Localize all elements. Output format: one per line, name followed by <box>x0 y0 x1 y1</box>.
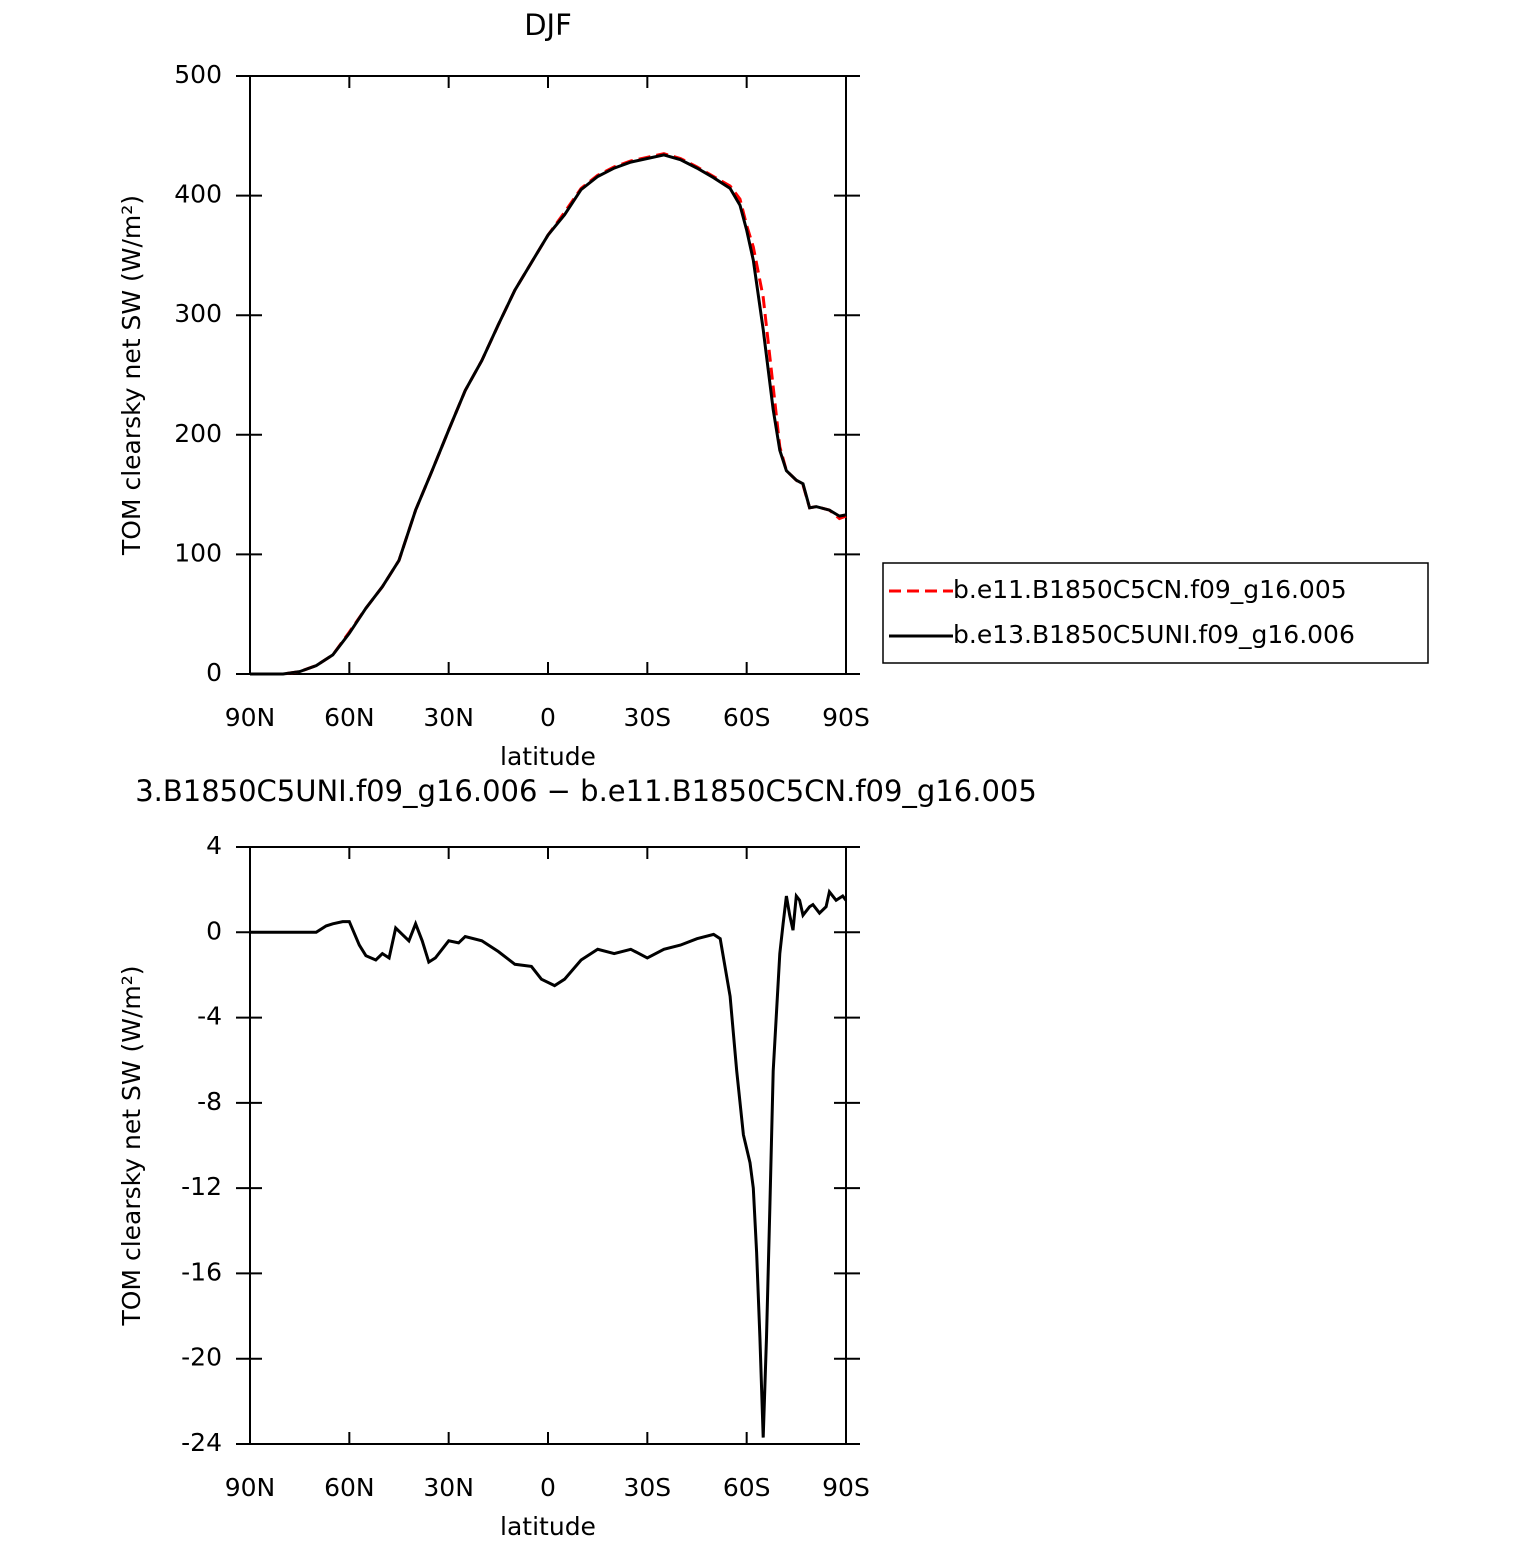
x-tick-label: 0 <box>540 703 556 732</box>
x-axis-label: latitude <box>500 742 596 771</box>
x-tick-label: 0 <box>540 1473 556 1502</box>
chart-title: 3.B1850C5UNI.f09_g16.006 − b.e11.B1850C5… <box>135 774 1037 808</box>
y-axis-label: TOM clearsky net SW (W/m²) <box>117 195 146 556</box>
x-tick-label: 30N <box>423 1473 474 1502</box>
y-axis-label: TOM clearsky net SW (W/m²) <box>117 965 146 1326</box>
data-line <box>250 153 847 676</box>
legend-box <box>882 562 1429 664</box>
x-tick-label: 90S <box>822 703 870 732</box>
x-tick-label: 30S <box>623 703 671 732</box>
y-tick-label: 4 <box>206 831 222 860</box>
x-tick-label: 90S <box>822 1473 870 1502</box>
data-line <box>250 888 848 1438</box>
y-tick-label: -16 <box>181 1257 222 1286</box>
x-tick-label: 30S <box>623 1473 671 1502</box>
y-tick-label: 0 <box>206 916 222 945</box>
x-tick-label: 90N <box>225 703 276 732</box>
y-tick-label: 400 <box>174 180 222 209</box>
y-tick-label: 300 <box>174 299 222 328</box>
y-tick-label: -4 <box>197 1002 222 1031</box>
x-axis-label: latitude <box>500 1512 596 1541</box>
x-tick-label: 60N <box>324 1473 375 1502</box>
y-tick-label: -20 <box>181 1343 222 1372</box>
y-tick-label: -8 <box>197 1087 222 1116</box>
y-tick-label: -24 <box>181 1428 222 1457</box>
y-tick-label: 500 <box>174 60 222 89</box>
plot-frame <box>249 846 847 1445</box>
data-line <box>250 152 847 676</box>
x-tick-label: 90N <box>225 1473 276 1502</box>
y-tick-label: -12 <box>181 1172 222 1201</box>
plot-frame <box>249 75 847 675</box>
chart-title: DJF <box>524 8 572 42</box>
x-tick-label: 60N <box>324 703 375 732</box>
legend-label: b.e13.B1850C5UNI.f09_g16.006 <box>953 620 1355 649</box>
y-tick-label: 100 <box>174 538 222 567</box>
y-tick-label: 200 <box>174 419 222 448</box>
x-tick-label: 60S <box>723 703 771 732</box>
x-tick-label: 30N <box>423 703 474 732</box>
y-tick-label: 0 <box>206 658 222 687</box>
x-tick-label: 60S <box>723 1473 771 1502</box>
legend-label: b.e11.B1850C5CN.f09_g16.005 <box>953 575 1347 604</box>
